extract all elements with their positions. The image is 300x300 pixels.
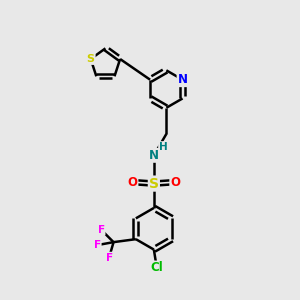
Text: F: F xyxy=(106,253,113,262)
Text: S: S xyxy=(149,177,159,190)
Text: H: H xyxy=(159,142,168,152)
Text: Cl: Cl xyxy=(151,262,163,275)
Text: N: N xyxy=(149,149,159,162)
Text: O: O xyxy=(128,176,137,189)
Text: F: F xyxy=(94,240,101,250)
Text: O: O xyxy=(170,176,180,189)
Text: N: N xyxy=(178,73,188,86)
Text: F: F xyxy=(98,225,105,235)
Text: S: S xyxy=(87,54,95,64)
